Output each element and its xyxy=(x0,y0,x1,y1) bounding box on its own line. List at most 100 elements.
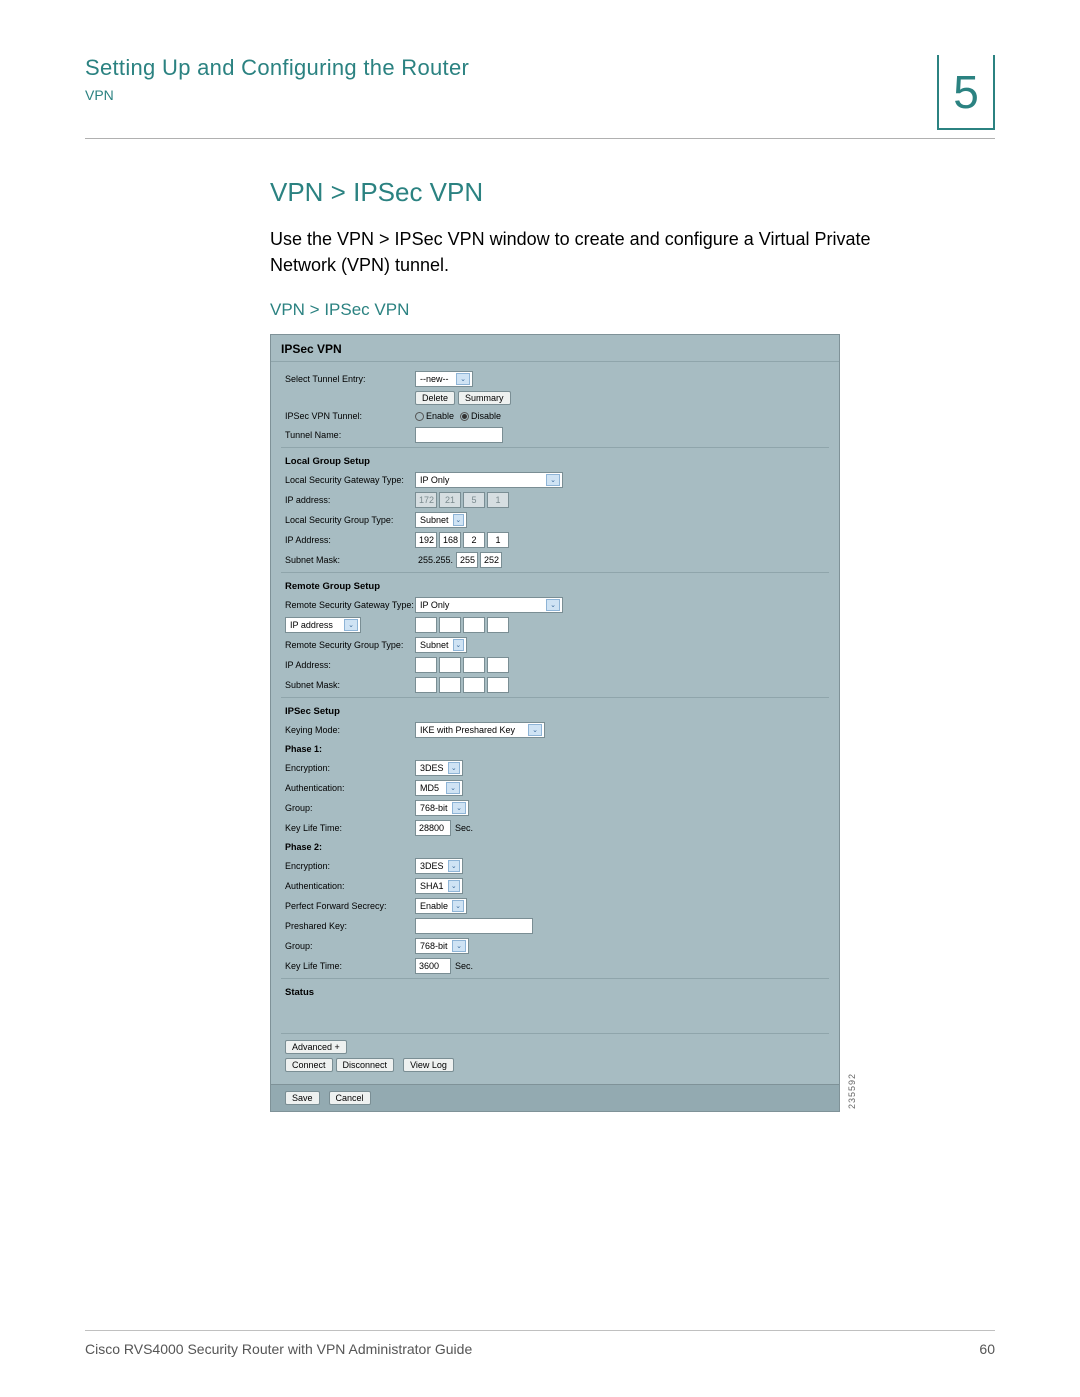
footer-page-number: 60 xyxy=(979,1341,995,1357)
screenshot-title: IPSec VPN xyxy=(271,335,839,358)
p1-encryption-dropdown[interactable]: 3DES⌄ xyxy=(415,760,463,776)
select-tunnel-label: Select Tunnel Entry: xyxy=(285,374,415,384)
p1-group-label: Group: xyxy=(285,803,415,813)
p1-keylife-input[interactable]: 28800 xyxy=(415,820,451,836)
chevron-down-icon: ⌄ xyxy=(344,619,358,631)
remote-ip-type-dropdown[interactable]: IP address⌄ xyxy=(285,617,361,633)
ip-address-label: IP address: xyxy=(285,495,415,505)
preshared-key-input[interactable] xyxy=(415,918,533,934)
intro-paragraph: Use the VPN > IPSec VPN window to create… xyxy=(270,226,930,278)
chevron-down-icon: ⌄ xyxy=(448,880,460,892)
p1-auth-dropdown[interactable]: MD5⌄ xyxy=(415,780,463,796)
ip-octet-input[interactable]: 21 xyxy=(439,492,461,508)
select-tunnel-dropdown[interactable]: --new--⌄ xyxy=(415,371,473,387)
ip-octet-input[interactable] xyxy=(463,617,485,633)
local-gw-type-dropdown[interactable]: IP Only⌄ xyxy=(415,472,563,488)
remote-group-type-label: Remote Security Group Type: xyxy=(285,640,415,650)
bottom-bar: Save Cancel xyxy=(271,1084,839,1111)
remote-gw-type-label: Remote Security Gateway Type: xyxy=(285,600,415,610)
viewlog-button[interactable]: View Log xyxy=(403,1058,454,1072)
remote-group-type-dropdown[interactable]: Subnet⌄ xyxy=(415,637,467,653)
ip-octet-input[interactable] xyxy=(415,617,437,633)
reference-number: 235592 xyxy=(847,1073,857,1109)
disconnect-button[interactable]: Disconnect xyxy=(336,1058,395,1072)
ip-octet-input[interactable]: 5 xyxy=(463,492,485,508)
ip-octet-input[interactable]: 168 xyxy=(439,532,461,548)
delete-button[interactable]: Delete xyxy=(415,391,455,405)
enable-label: Enable xyxy=(426,411,454,421)
p1-keylife-label: Key Life Time: xyxy=(285,823,415,833)
p1-group-dropdown[interactable]: 768-bit⌄ xyxy=(415,800,469,816)
ip-octet-input[interactable] xyxy=(487,617,509,633)
ipsec-screenshot: IPSec VPN Select Tunnel Entry: --new--⌄ … xyxy=(270,334,840,1112)
local-group-type-dropdown[interactable]: Subnet⌄ xyxy=(415,512,467,528)
cancel-button[interactable]: Cancel xyxy=(329,1091,371,1105)
advanced-button[interactable]: Advanced + xyxy=(285,1040,347,1054)
subnet-mask-label: Subnet Mask: xyxy=(285,555,415,565)
connect-button[interactable]: Connect xyxy=(285,1058,333,1072)
chevron-down-icon: ⌄ xyxy=(448,860,460,872)
chapter-title: Setting Up and Configuring the Router xyxy=(85,55,937,81)
mask-octet-input[interactable] xyxy=(439,677,461,693)
ip-octet-input[interactable] xyxy=(463,657,485,673)
remote-subnet-mask-label: Subnet Mask: xyxy=(285,680,415,690)
p1-encryption-label: Encryption: xyxy=(285,763,415,773)
ip-address2-label: IP Address: xyxy=(285,535,415,545)
local-gw-type-label: Local Security Gateway Type: xyxy=(285,475,415,485)
remote-group-heading: Remote Group Setup xyxy=(285,575,825,595)
chevron-down-icon: ⌄ xyxy=(446,782,460,794)
heading-2: VPN > IPSec VPN xyxy=(270,177,930,208)
save-button[interactable]: Save xyxy=(285,1091,320,1105)
enable-radio[interactable] xyxy=(415,412,424,421)
summary-button[interactable]: Summary xyxy=(458,391,511,405)
p2-encryption-label: Encryption: xyxy=(285,861,415,871)
ipsec-setup-heading: IPSec Setup xyxy=(285,700,825,720)
footer-guide-title: Cisco RVS4000 Security Router with VPN A… xyxy=(85,1341,472,1357)
chevron-down-icon: ⌄ xyxy=(546,599,560,611)
local-group-heading: Local Group Setup xyxy=(285,450,825,470)
tunnel-name-input[interactable] xyxy=(415,427,503,443)
pfs-dropdown[interactable]: Enable⌄ xyxy=(415,898,467,914)
mask-octet-input[interactable]: 252 xyxy=(480,552,502,568)
page-header: Setting Up and Configuring the Router VP… xyxy=(85,55,995,130)
p2-encryption-dropdown[interactable]: 3DES⌄ xyxy=(415,858,463,874)
ip-octet-input[interactable]: 1 xyxy=(487,492,509,508)
breadcrumb: VPN xyxy=(85,87,937,103)
main-content: VPN > IPSec VPN Use the VPN > IPSec VPN … xyxy=(270,177,930,1112)
page-footer: Cisco RVS4000 Security Router with VPN A… xyxy=(85,1330,995,1357)
mask-octet-input[interactable] xyxy=(487,677,509,693)
ip-octet-input[interactable] xyxy=(439,657,461,673)
mask-prefix: 255.255. xyxy=(415,555,456,565)
header-rule xyxy=(85,138,995,139)
p2-auth-dropdown[interactable]: SHA1⌄ xyxy=(415,878,463,894)
chevron-down-icon: ⌄ xyxy=(528,724,542,736)
p2-auth-label: Authentication: xyxy=(285,881,415,891)
ip-octet-input[interactable]: 172 xyxy=(415,492,437,508)
ip-octet-input[interactable] xyxy=(439,617,461,633)
ip-octet-input[interactable] xyxy=(487,657,509,673)
p2-keylife-label: Key Life Time: xyxy=(285,961,415,971)
keying-mode-label: Keying Mode: xyxy=(285,725,415,735)
remote-ip-address-label: IP Address: xyxy=(285,660,415,670)
remote-gw-type-dropdown[interactable]: IP Only⌄ xyxy=(415,597,563,613)
mask-octet-input[interactable] xyxy=(415,677,437,693)
chevron-down-icon: ⌄ xyxy=(453,639,464,651)
local-group-type-label: Local Security Group Type: xyxy=(285,515,415,525)
tunnel-name-label: Tunnel Name: xyxy=(285,430,415,440)
mask-octet-input[interactable]: 255 xyxy=(456,552,478,568)
chevron-down-icon: ⌄ xyxy=(452,802,466,814)
disable-radio[interactable] xyxy=(460,412,469,421)
ip-octet-input[interactable]: 192 xyxy=(415,532,437,548)
ip-octet-input[interactable]: 2 xyxy=(463,532,485,548)
chapter-number: 5 xyxy=(937,55,995,130)
p2-keylife-input[interactable]: 3600 xyxy=(415,958,451,974)
p2-group-dropdown[interactable]: 768-bit⌄ xyxy=(415,938,469,954)
ip-octet-input[interactable]: 1 xyxy=(487,532,509,548)
keying-mode-dropdown[interactable]: IKE with Preshared Key⌄ xyxy=(415,722,545,738)
heading-3: VPN > IPSec VPN xyxy=(270,300,930,320)
preshared-key-label: Preshared Key: xyxy=(285,921,415,931)
mask-octet-input[interactable] xyxy=(463,677,485,693)
ip-octet-input[interactable] xyxy=(415,657,437,673)
chevron-down-icon: ⌄ xyxy=(456,373,470,385)
p1-auth-label: Authentication: xyxy=(285,783,415,793)
